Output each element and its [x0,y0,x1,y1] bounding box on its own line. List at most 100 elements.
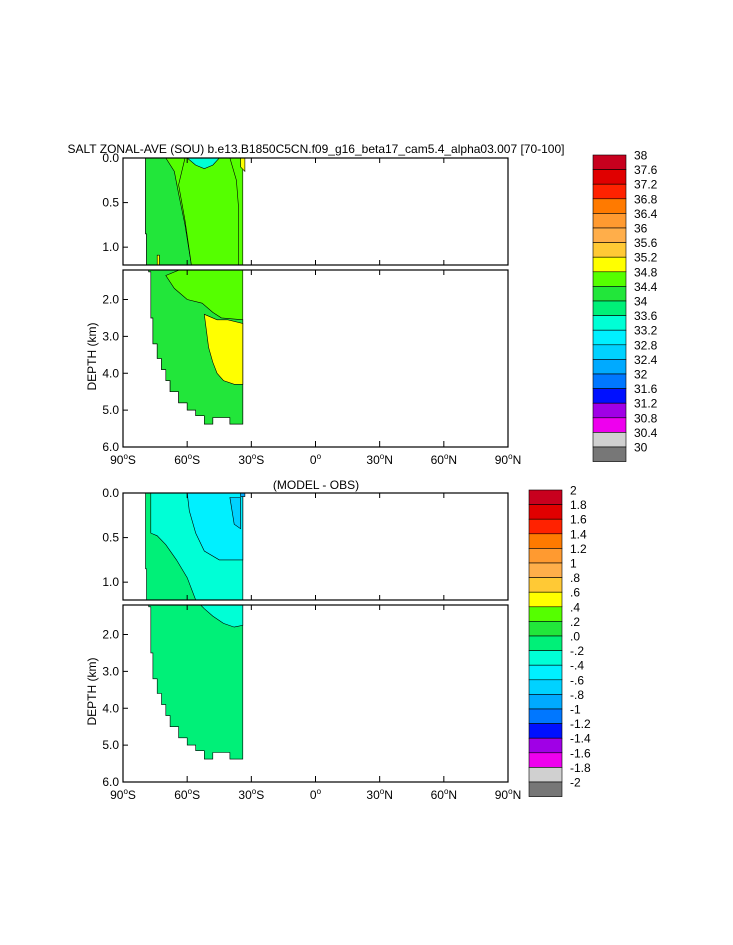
colorbar-label: .0 [570,630,580,644]
colorbar-label: -.4 [570,659,584,673]
colorbar-label: -.2 [570,644,584,658]
colorbar-box [528,606,563,622]
colorbar-label: -1 [570,703,581,717]
colorbar-box [592,359,627,375]
colorbar-box [592,373,627,389]
y-tick-label: 1.0 [102,575,119,589]
x-tick-label: 90oN [495,787,521,802]
colorbar-box [592,417,627,433]
colorbar-box [528,489,563,505]
colorbar-label: .6 [570,586,580,600]
colorbar-box [528,767,563,783]
colorbar-label: 31.2 [634,397,658,411]
colorbar-box [528,679,563,695]
colorbar-box [592,271,627,287]
colorbar-label: 1.6 [570,513,587,527]
colorbar-box [592,315,627,331]
y-tick-label: 3.0 [102,664,119,678]
y-axis-label: DEPTH (km) [85,323,99,391]
contour-region-3 [203,313,244,385]
contour-region-1 [145,158,192,265]
colorbar-box [592,286,627,302]
colorbar-label: 30 [634,441,648,455]
x-tick-label: 60oN [431,787,457,802]
colorbar-box [528,591,563,608]
colorbar-label: 35.2 [634,251,658,265]
colorbar-box [528,562,563,578]
y-tick-label: 6.0 [102,775,119,789]
colorbar-label: 34.8 [634,265,658,279]
colorbar-label: 30.4 [634,426,658,440]
colorbar-label: 30.8 [634,411,658,425]
x-tick-label: 90oN [495,452,521,467]
contour-region-4 [240,158,246,173]
colorbar-box [592,300,627,316]
contour-region-0 [148,605,244,760]
contour-region-6 [186,158,220,170]
colorbar-label: 37.6 [634,163,658,177]
colorbar-box [592,169,627,185]
chart-title-model-obs: (MODEL - OBS) [273,478,359,492]
chart-title-salt: SALT ZONAL-AVE (SOU) b.e13.B1850C5CN.f09… [68,142,565,156]
colorbar-box [592,227,627,243]
colorbar-box [528,533,563,549]
colorbar-label: -1.4 [570,732,591,746]
colorbar-label: 32.4 [634,353,658,367]
colorbar-box [528,664,563,681]
y-tick-label: 2.0 [102,628,119,642]
colorbar-label: 31.6 [634,382,658,396]
y-tick-label: 6.0 [102,440,119,454]
colorbar-label: 32.8 [634,338,658,352]
colorbar-label: 2 [570,484,577,498]
colorbar-label: -.6 [570,673,584,687]
x-tick-label: 90oS [110,452,136,467]
y-tick-label: 0.0 [102,486,119,500]
colorbar-box [592,213,627,229]
x-tick-label: 60oS [174,452,200,467]
contour-region-2 [178,158,239,265]
colorbar-label: -1.8 [570,761,591,775]
colorbar-box [528,635,563,651]
colorbar-box [528,650,563,666]
y-tick-label: 4.0 [102,366,119,380]
colorbar-box [528,752,563,768]
colorbar-label: 1.4 [570,527,587,541]
colorbar-label: 1 [570,557,577,571]
colorbar-label: 37.2 [634,178,658,192]
y-tick-label: 4.0 [102,701,119,715]
colorbar-label: -1.2 [570,717,591,731]
colorbar-box [592,446,627,462]
colorbar-box [528,518,563,535]
y-tick-label: 1.0 [102,240,119,254]
x-tick-label: 30oS [238,452,264,467]
colorbar-box [528,781,563,797]
colorbar-label: -.8 [570,688,584,702]
colorbar-label: 34 [634,295,648,309]
colorbar-label: 32 [634,368,648,382]
y-tick-label: 5.0 [102,738,119,752]
colorbar-box [592,344,627,360]
colorbar-label: .8 [570,571,580,585]
colorbar-box [528,737,563,754]
colorbar-box [592,402,627,419]
colorbar-box [592,242,627,258]
colorbar-label: 1.2 [570,542,587,556]
colorbar-box [592,154,627,170]
colorbar-label: .4 [570,600,580,614]
x-tick-label: 60oN [431,452,457,467]
x-tick-label: 0o [310,452,322,467]
colorbar-box [592,329,627,346]
contour-region-5 [156,254,160,265]
colorbar-label: 36.4 [634,207,658,221]
contour-region-2 [186,493,244,561]
y-tick-label: 3.0 [102,329,119,343]
contour-region-4 [240,493,246,497]
colorbar-label: .2 [570,615,580,629]
colorbar-label: 38 [634,149,648,163]
plot-model-obs: 0.0 0.5 1.0 2.0 3.0 4.0 5.0 6.0 DEPTH (km) 90oS 60… [85,486,521,802]
colorbar-model-obs: 21.81.61.41.21.8.6.4.2.0-.2-.4-.6-.8-1-1… [528,484,591,797]
colorbar-label: -2 [570,776,581,790]
colorbar-label: -1.6 [570,746,591,760]
colorbar-label: 33.2 [634,324,658,338]
